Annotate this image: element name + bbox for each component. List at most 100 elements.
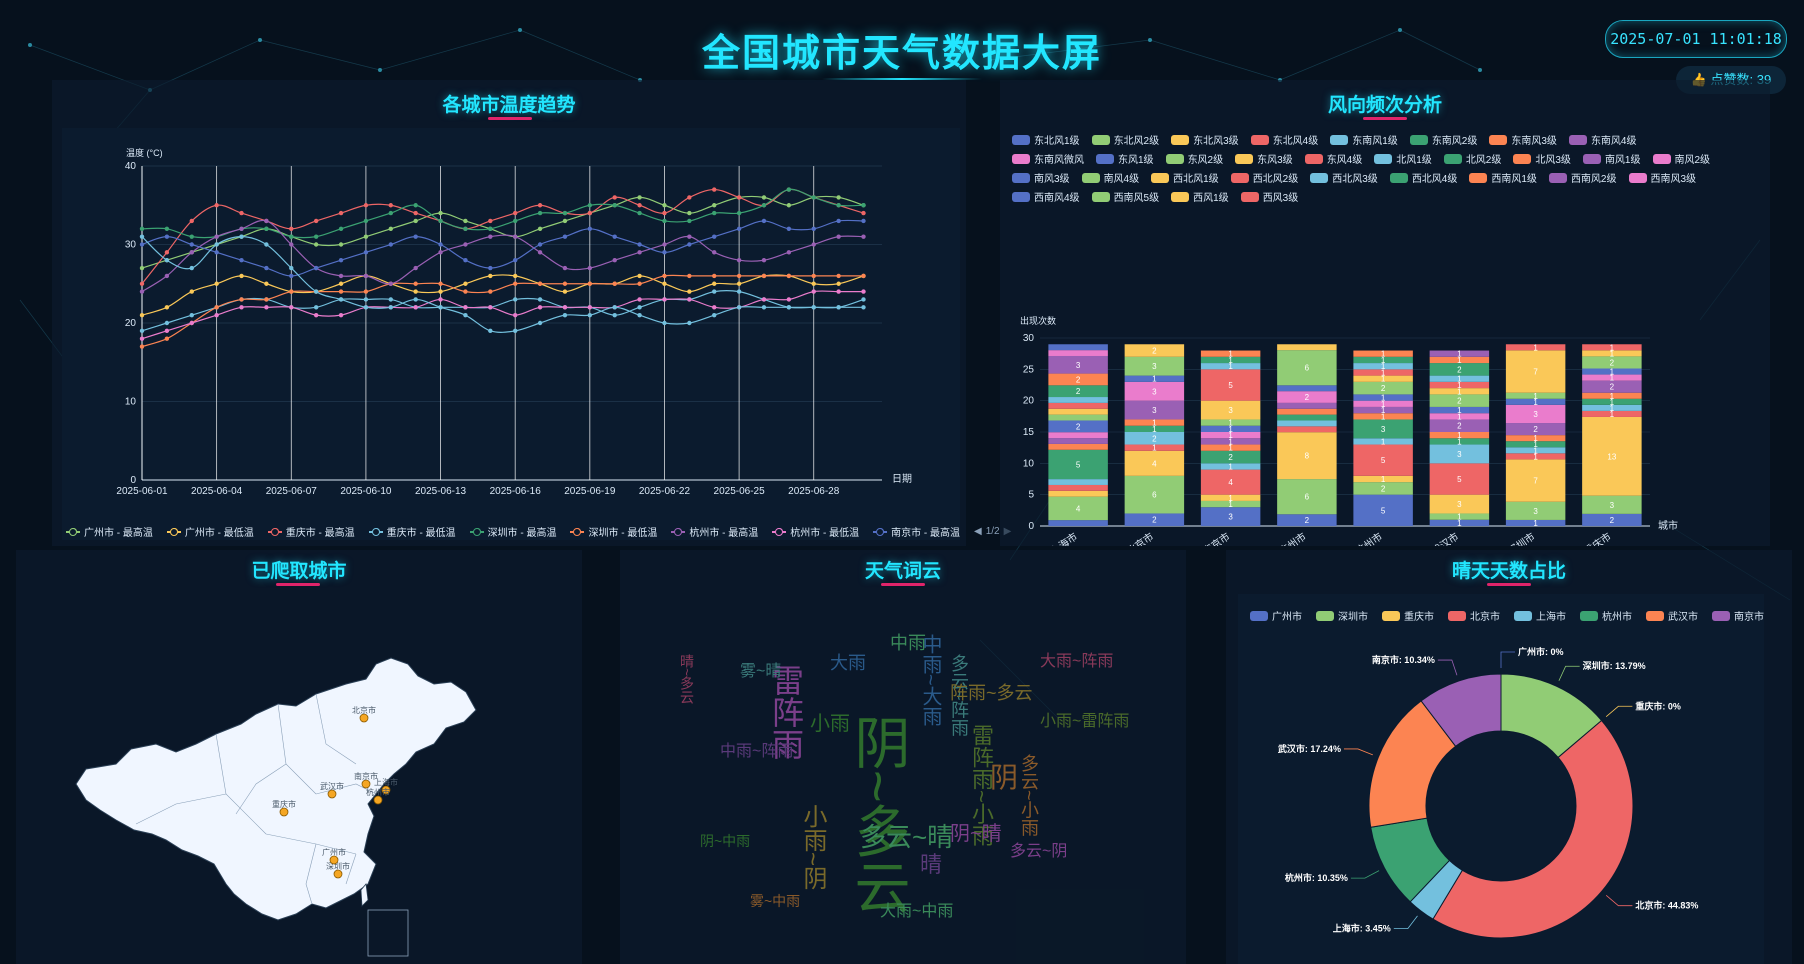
temp-point	[612, 281, 617, 286]
wind-bar-value: 7	[1533, 477, 1538, 486]
wind-legend-item[interactable]: 西南风1级	[1469, 170, 1537, 185]
temp-point	[264, 281, 269, 286]
wind-bar-segment	[1200, 444, 1261, 451]
wind-legend-item[interactable]: 东风4级	[1304, 151, 1362, 166]
wind-legend-item[interactable]: 南风2级	[1652, 151, 1710, 166]
wind-legend-item[interactable]: 北风2级	[1443, 151, 1501, 166]
title-underline	[881, 583, 925, 586]
temp-point	[139, 226, 145, 231]
wind-bar-value: 1	[1610, 349, 1615, 358]
temp-legend-item[interactable]: 深圳市 - 最高温	[469, 524, 556, 539]
temp-point	[712, 305, 717, 310]
legend-swatch	[1081, 172, 1100, 183]
wind-bar-segment	[1124, 450, 1185, 476]
wind-bar-segment	[1429, 394, 1490, 407]
temp-point	[164, 328, 170, 334]
sunny-legend-item[interactable]: 深圳市	[1316, 608, 1368, 623]
wind-legend-item[interactable]: 东风3级	[1235, 151, 1293, 166]
wind-bar-segment	[1353, 494, 1413, 526]
wind-legend-item[interactable]: 西北风2级	[1230, 170, 1298, 185]
temp-series-line	[141, 195, 864, 269]
temp-point	[587, 265, 593, 271]
sunny-legend-item[interactable]: 杭州市	[1580, 608, 1632, 623]
sunny-legend-item[interactable]: 重庆市	[1382, 608, 1434, 623]
wind-bar-value: 3	[1533, 410, 1538, 419]
sunny-legend-item[interactable]: 北京市	[1448, 608, 1500, 623]
cloud-word: 大雨~阵雨	[1040, 653, 1114, 670]
legend-swatch	[1652, 153, 1671, 164]
cloud-word: 多云~晴	[860, 822, 954, 852]
sunny-legend-item[interactable]: 南京市	[1712, 608, 1764, 623]
wind-legend-item[interactable]: 东南风微风	[1012, 151, 1084, 166]
wind-bar-value: 2	[1305, 516, 1310, 525]
temp-point	[587, 312, 593, 318]
legend-line-icon	[772, 527, 787, 536]
sunny-legend-item[interactable]: 上海市	[1514, 608, 1566, 623]
sunny-legend-item[interactable]: 武汉市	[1646, 608, 1698, 623]
temp-legend-item[interactable]: 深圳市 - 最低温	[570, 524, 657, 539]
wind-legend-item[interactable]: 东南风2级	[1409, 132, 1477, 147]
wind-bar-segment	[1124, 444, 1185, 451]
temp-point	[214, 312, 219, 318]
wind-legend-item[interactable]: 东风2级	[1165, 151, 1223, 166]
wind-bar-segment	[1505, 519, 1566, 526]
temp-legend-item[interactable]: 重庆市 - 最低温	[368, 524, 456, 539]
temp-xtick: 2025-06-22	[639, 486, 691, 497]
temp-point	[612, 312, 617, 318]
wind-legend-item[interactable]: 西风3级	[1240, 189, 1298, 204]
wind-bar-segment	[1429, 438, 1490, 445]
temp-point	[712, 281, 717, 286]
wind-legend-item[interactable]: 西南风3级	[1628, 170, 1696, 185]
wind-legend-item[interactable]: 南风4级	[1081, 170, 1139, 185]
wind-legend-item[interactable]: 西北风3级	[1310, 170, 1378, 185]
wind-legend-item[interactable]: 西南风4级	[1012, 189, 1080, 204]
wind-legend-item[interactable]: 西南风2级	[1548, 170, 1617, 185]
temp-legend-item[interactable]: 杭州市 - 最高温	[671, 524, 758, 539]
temp-point	[736, 195, 742, 200]
wind-bar-value: 2	[1152, 516, 1157, 525]
temperature-trend-panel: 各城市温度趋势 温度 (°C) 0 10 20 30 40 2025-06-01 2025-0…	[52, 80, 1011, 546]
legend-swatch	[1712, 610, 1730, 621]
wind-xtick: 广州市	[1277, 530, 1309, 546]
wind-bar-segment	[1048, 414, 1108, 421]
wind-legend-item[interactable]: 东风1级	[1096, 151, 1154, 166]
temp-legend-item[interactable]: 广州市 - 最低温	[166, 524, 254, 539]
wind-legend-item[interactable]: 西南风5级	[1091, 189, 1159, 204]
legend-swatch	[1250, 134, 1269, 145]
city-marker	[359, 713, 369, 723]
wind-legend-item[interactable]: 南风3级	[1012, 170, 1070, 185]
temp-legend-item[interactable]: 重庆市 - 最高温	[267, 524, 355, 539]
wind-legend-item[interactable]: 东南风1级	[1330, 132, 1398, 147]
temp-legend-item[interactable]: 南京市 - 最高温	[873, 524, 960, 539]
prev-page-icon[interactable]: ◀	[974, 526, 982, 537]
wind-legend-item[interactable]: 东北风1级	[1012, 132, 1080, 147]
temp-point	[786, 187, 792, 192]
wind-legend-item[interactable]: 北风1级	[1374, 151, 1432, 166]
temp-point	[786, 250, 792, 255]
wind-legend-item[interactable]: 南风1级	[1582, 151, 1641, 166]
legend-swatch	[1389, 172, 1408, 183]
temperature-chart-area: 温度 (°C) 0 10 20 30 40 2025-06-01 2025-06-04 2025…	[62, 128, 960, 540]
wind-legend-item[interactable]: 东南风4级	[1568, 132, 1637, 147]
temp-point	[388, 203, 393, 208]
wind-ytick: 25	[1023, 364, 1035, 375]
wind-bar-value: 1	[1228, 356, 1233, 365]
temp-point	[537, 281, 543, 286]
wind-legend-item[interactable]: 东南风3级	[1489, 132, 1557, 147]
wind-legend-item[interactable]: 东北风4级	[1250, 132, 1318, 147]
temp-legend-item[interactable]: 广州市 - 最高温	[66, 524, 153, 539]
wind-legend-item[interactable]: 西北风4级	[1389, 170, 1457, 185]
wind-bar-value: 2	[1457, 397, 1462, 406]
wind-legend-item[interactable]: 东北风3级	[1171, 132, 1239, 147]
wind-legend-item[interactable]: 西风1级	[1171, 189, 1229, 204]
wind-legend-item[interactable]: 北风3级	[1513, 151, 1571, 166]
wind-legend-item[interactable]: 东北风2级	[1091, 132, 1159, 147]
wind-legend-item[interactable]: 西北风1级	[1151, 170, 1219, 185]
sunny-legend-item[interactable]: 广州市	[1250, 608, 1302, 623]
donut-label-line	[1393, 915, 1418, 929]
temp-legend-item[interactable]: 杭州市 - 最低温	[772, 524, 859, 539]
wind-bar-segment	[1429, 356, 1490, 364]
wind-bar-value: 1	[1381, 394, 1386, 403]
legend-swatch	[1235, 153, 1254, 164]
